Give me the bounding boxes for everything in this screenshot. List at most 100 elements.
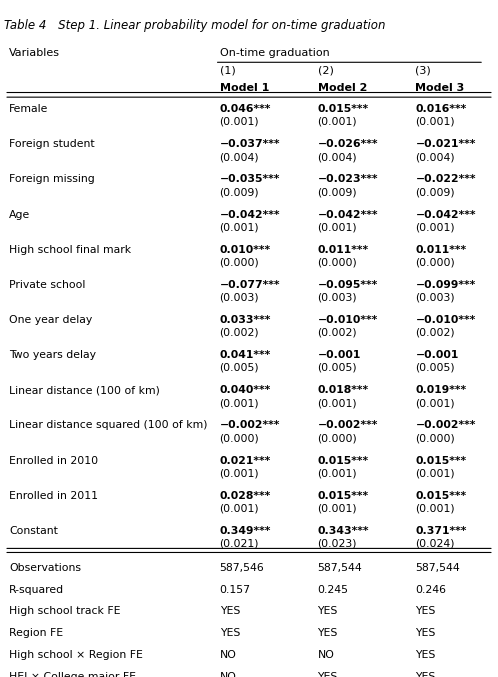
Text: High school final mark: High school final mark	[9, 244, 131, 255]
Text: (0.003): (0.003)	[318, 292, 357, 303]
Text: (0.002): (0.002)	[415, 328, 455, 338]
Text: Model 2: Model 2	[318, 83, 367, 93]
Text: YES: YES	[415, 607, 436, 617]
Text: Enrolled in 2010: Enrolled in 2010	[9, 456, 98, 466]
Text: (0.001): (0.001)	[318, 398, 357, 408]
Text: −0.023***: −0.023***	[318, 175, 378, 184]
Text: 0.245: 0.245	[318, 585, 349, 594]
Text: (0.004): (0.004)	[415, 152, 455, 162]
Text: (0.009): (0.009)	[318, 188, 357, 197]
Text: (0.005): (0.005)	[220, 363, 259, 373]
Text: 0.157: 0.157	[220, 585, 250, 594]
Text: YES: YES	[318, 628, 338, 638]
Text: −0.022***: −0.022***	[415, 175, 476, 184]
Text: (0.001): (0.001)	[318, 222, 357, 232]
Text: Enrolled in 2011: Enrolled in 2011	[9, 491, 98, 501]
Text: (0.004): (0.004)	[220, 152, 259, 162]
Text: NO: NO	[220, 650, 237, 660]
Text: 0.028***: 0.028***	[220, 491, 271, 501]
Text: (0.001): (0.001)	[220, 398, 259, 408]
Text: (3): (3)	[415, 65, 431, 75]
Text: 0.015***: 0.015***	[318, 491, 369, 501]
Text: (0.001): (0.001)	[318, 504, 357, 514]
Text: YES: YES	[318, 672, 338, 677]
Text: 0.349***: 0.349***	[220, 526, 271, 536]
Text: Model 3: Model 3	[415, 83, 465, 93]
Text: 587,546: 587,546	[220, 563, 264, 573]
Text: Region FE: Region FE	[9, 628, 63, 638]
Text: −0.001: −0.001	[318, 350, 361, 360]
Text: −0.002***: −0.002***	[318, 420, 378, 431]
Text: 587,544: 587,544	[415, 563, 460, 573]
Text: (0.003): (0.003)	[415, 292, 455, 303]
Text: One year delay: One year delay	[9, 315, 92, 325]
Text: 0.011***: 0.011***	[318, 244, 369, 255]
Text: (0.021): (0.021)	[220, 539, 259, 548]
Text: YES: YES	[220, 607, 240, 617]
Text: On-time graduation: On-time graduation	[220, 48, 329, 58]
Text: (0.001): (0.001)	[220, 504, 259, 514]
Text: 587,544: 587,544	[318, 563, 363, 573]
Text: Model 1: Model 1	[220, 83, 269, 93]
Text: 0.018***: 0.018***	[318, 385, 369, 395]
Text: (0.000): (0.000)	[415, 433, 455, 443]
Text: 0.033***: 0.033***	[220, 315, 271, 325]
Text: −0.077***: −0.077***	[220, 280, 280, 290]
Text: (2): (2)	[318, 65, 334, 75]
Text: −0.021***: −0.021***	[415, 139, 476, 150]
Text: Private school: Private school	[9, 280, 86, 290]
Text: −0.099***: −0.099***	[415, 280, 476, 290]
Text: YES: YES	[220, 628, 240, 638]
Text: −0.042***: −0.042***	[220, 210, 280, 219]
Text: (0.001): (0.001)	[415, 398, 455, 408]
Text: (0.001): (0.001)	[220, 468, 259, 479]
Text: High school track FE: High school track FE	[9, 607, 121, 617]
Text: (0.001): (0.001)	[415, 117, 455, 127]
Text: −0.010***: −0.010***	[415, 315, 476, 325]
Text: Age: Age	[9, 210, 30, 219]
Text: 0.343***: 0.343***	[318, 526, 369, 536]
Text: (0.005): (0.005)	[415, 363, 455, 373]
Text: 0.015***: 0.015***	[318, 104, 369, 114]
Text: 0.019***: 0.019***	[415, 385, 467, 395]
Text: (0.009): (0.009)	[415, 188, 455, 197]
Text: (0.002): (0.002)	[318, 328, 357, 338]
Text: High school × Region FE: High school × Region FE	[9, 650, 143, 660]
Text: Table 4 Step 1. Linear probability model for on-time graduation: Table 4 Step 1. Linear probability model…	[4, 19, 385, 32]
Text: NO: NO	[220, 672, 237, 677]
Text: R-squared: R-squared	[9, 585, 64, 594]
Text: −0.002***: −0.002***	[415, 420, 476, 431]
Text: (0.009): (0.009)	[220, 188, 259, 197]
Text: YES: YES	[318, 607, 338, 617]
Text: Variables: Variables	[9, 48, 60, 58]
Text: (1): (1)	[220, 65, 236, 75]
Text: Two years delay: Two years delay	[9, 350, 96, 360]
Text: Constant: Constant	[9, 526, 58, 536]
Text: −0.042***: −0.042***	[415, 210, 476, 219]
Text: 0.046***: 0.046***	[220, 104, 271, 114]
Text: 0.021***: 0.021***	[220, 456, 271, 466]
Text: 0.016***: 0.016***	[415, 104, 467, 114]
Text: (0.000): (0.000)	[318, 257, 357, 267]
Text: −0.035***: −0.035***	[220, 175, 280, 184]
Text: Foreign student: Foreign student	[9, 139, 95, 150]
Text: Observations: Observations	[9, 563, 81, 573]
Text: (0.000): (0.000)	[415, 257, 455, 267]
Text: (0.000): (0.000)	[318, 433, 357, 443]
Text: (0.000): (0.000)	[220, 433, 259, 443]
Text: 0.041***: 0.041***	[220, 350, 271, 360]
Text: (0.023): (0.023)	[318, 539, 357, 548]
Text: Foreign missing: Foreign missing	[9, 175, 95, 184]
Text: YES: YES	[415, 672, 436, 677]
Text: 0.015***: 0.015***	[318, 456, 369, 466]
Text: (0.001): (0.001)	[220, 222, 259, 232]
Text: (0.002): (0.002)	[220, 328, 259, 338]
Text: −0.010***: −0.010***	[318, 315, 378, 325]
Text: 0.246: 0.246	[415, 585, 447, 594]
Text: 0.015***: 0.015***	[415, 456, 467, 466]
Text: (0.005): (0.005)	[318, 363, 357, 373]
Text: −0.026***: −0.026***	[318, 139, 378, 150]
Text: −0.042***: −0.042***	[318, 210, 378, 219]
Text: 0.011***: 0.011***	[415, 244, 467, 255]
Text: (0.024): (0.024)	[415, 539, 455, 548]
